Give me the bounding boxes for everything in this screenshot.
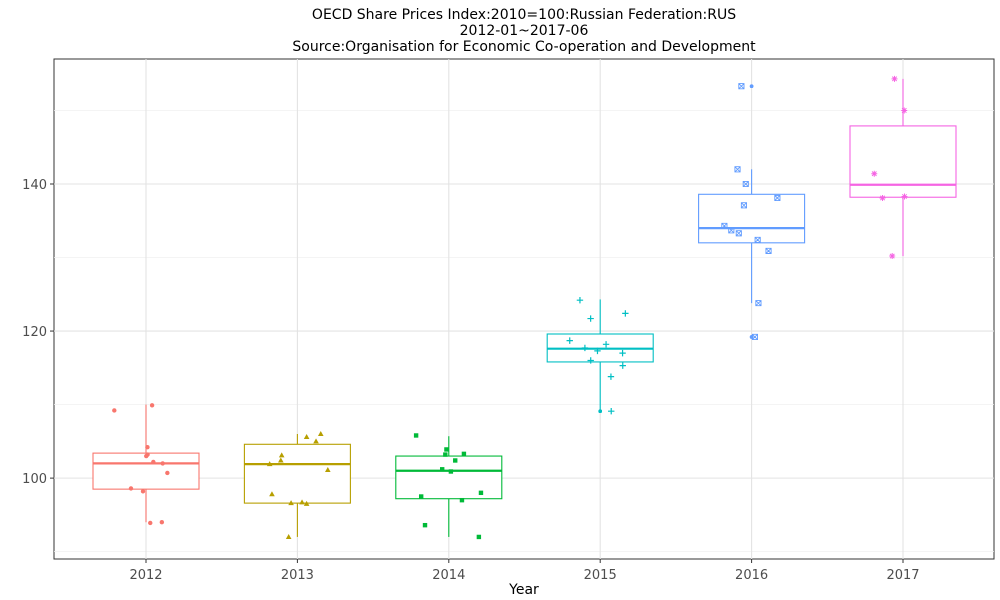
data-point <box>418 494 424 499</box>
x-axis: 2012 2013 2014 2015 2016 2017 <box>129 559 920 583</box>
data-point <box>476 534 482 540</box>
data-point <box>602 341 610 348</box>
data-point <box>112 408 117 413</box>
data-point <box>159 520 165 525</box>
data-point <box>721 222 728 229</box>
box-2014 <box>395 433 503 540</box>
data-point <box>871 170 878 177</box>
data-point <box>288 500 294 506</box>
box-2015 <box>546 296 654 415</box>
data-point <box>285 533 292 539</box>
data-point <box>901 193 908 200</box>
box-2013 <box>243 431 351 539</box>
x-tick-label: 2015 <box>584 568 617 583</box>
data-point <box>444 447 449 452</box>
data-point <box>879 194 886 201</box>
data-point <box>576 296 584 304</box>
data-point <box>735 230 742 237</box>
data-point <box>461 451 467 457</box>
chart-title-line-2: 2012-01~2017-06 <box>460 23 589 39</box>
box-iqr <box>849 125 957 198</box>
data-point <box>303 433 310 439</box>
data-point <box>581 344 589 352</box>
box-2016 <box>698 83 806 340</box>
x-tick-label: 2016 <box>735 568 768 583</box>
data-point <box>619 349 626 357</box>
data-point <box>439 467 445 472</box>
data-point <box>740 202 747 209</box>
data-point <box>755 300 762 307</box>
data-point <box>266 461 273 467</box>
outlier-point <box>749 84 754 89</box>
data-point <box>413 433 419 438</box>
data-point <box>278 457 284 463</box>
box-iqr <box>243 443 351 504</box>
data-point <box>594 347 601 355</box>
data-point <box>891 75 898 82</box>
data-point <box>889 253 896 260</box>
data-point <box>622 310 629 317</box>
data-point <box>313 438 319 444</box>
data-point <box>148 520 153 526</box>
box-2012 <box>92 403 200 526</box>
data-point <box>619 362 626 369</box>
y-tick-label: 100 <box>22 472 47 487</box>
data-point <box>149 403 155 408</box>
data-point <box>325 467 331 473</box>
data-point <box>422 522 428 528</box>
data-point <box>728 227 735 234</box>
box-iqr <box>698 193 806 244</box>
plot-panel <box>53 58 995 560</box>
data-point <box>278 452 285 458</box>
data-point <box>774 194 781 202</box>
data-point <box>734 166 741 173</box>
outlier-point <box>749 335 754 339</box>
data-point <box>738 83 745 90</box>
box-iqr <box>395 455 503 500</box>
data-point <box>448 469 454 474</box>
box-iqr <box>92 452 200 490</box>
data-point <box>145 452 150 457</box>
box-2017 <box>849 75 957 260</box>
data-point <box>145 445 150 450</box>
chart-title-line-1: OECD Share Prices Index:2010=100:Russian… <box>312 7 736 23</box>
data-point <box>566 337 573 344</box>
data-point <box>459 497 465 503</box>
outlier-point <box>598 409 602 414</box>
data-point <box>160 461 165 466</box>
grid-lines <box>54 59 994 559</box>
data-point <box>453 458 458 463</box>
y-tick-label: 120 <box>22 325 47 340</box>
data-point <box>128 486 134 491</box>
data-point <box>754 236 761 243</box>
data-point <box>303 500 310 506</box>
data-point <box>269 491 275 497</box>
chart-title-line-3: Source:Organisation for Economic Co-oper… <box>292 39 756 55</box>
x-tick-label: 2012 <box>129 568 162 583</box>
x-tick-label: 2014 <box>432 568 465 583</box>
data-point <box>607 373 615 380</box>
y-axis: 100 120 140 <box>22 178 54 487</box>
data-point <box>140 489 146 494</box>
data-point <box>742 180 749 188</box>
data-point <box>151 459 156 465</box>
data-point <box>765 247 772 254</box>
data-point <box>165 470 170 476</box>
data-point <box>478 490 484 496</box>
x-tick-label: 2017 <box>886 568 919 583</box>
data-point <box>587 357 594 364</box>
data-point <box>317 431 324 436</box>
data-point <box>901 107 908 114</box>
x-tick-label: 2013 <box>281 568 314 583</box>
boxes-layer <box>92 75 957 540</box>
x-axis-title: Year <box>508 582 539 598</box>
data-point <box>608 408 615 415</box>
data-point <box>751 333 758 340</box>
y-tick-label: 140 <box>22 178 47 193</box>
data-point <box>443 452 448 457</box>
data-point <box>587 315 594 322</box>
data-point <box>299 499 305 505</box>
